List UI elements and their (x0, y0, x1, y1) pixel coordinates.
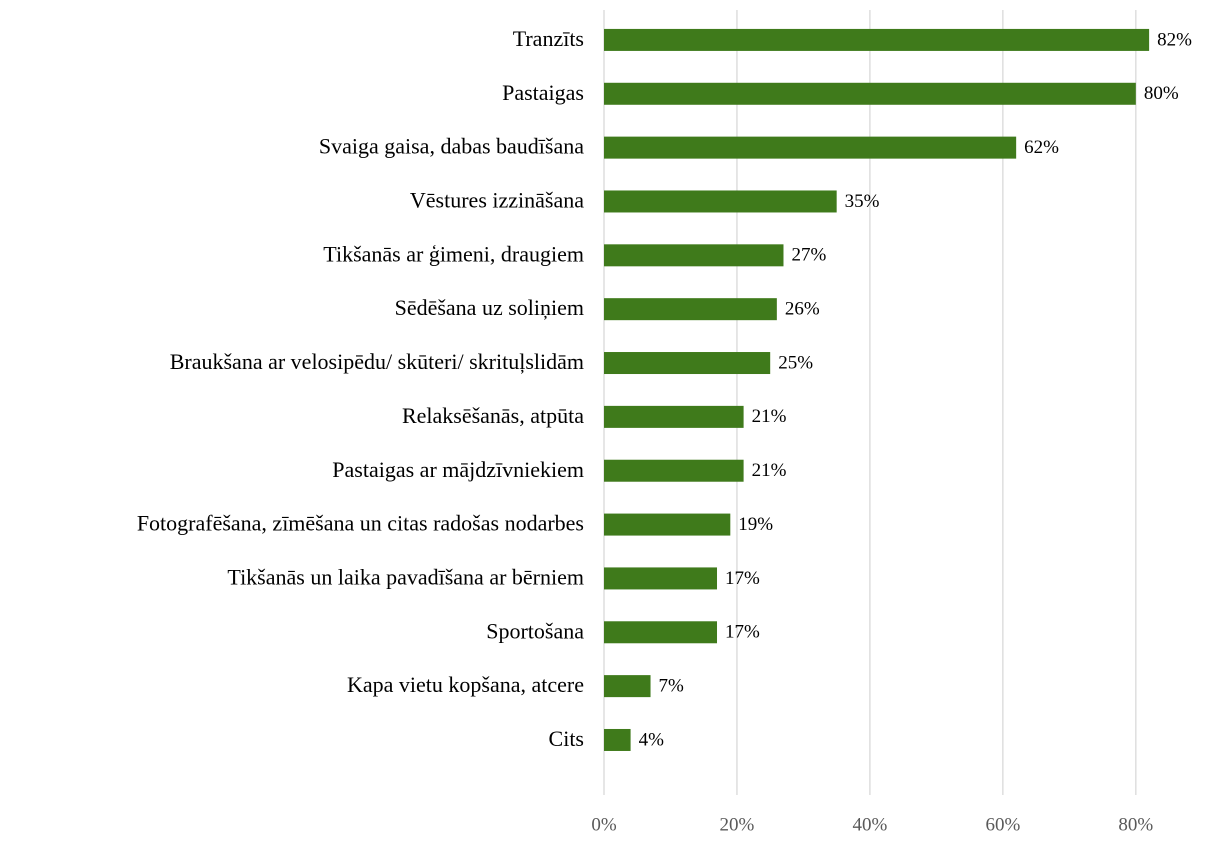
bar (604, 621, 718, 644)
x-tick-label: 40% (852, 814, 887, 835)
category-label: Braukšana ar velosipēdu/ skūteri/ skritu… (170, 349, 584, 374)
category-label: Pastaigas ar mājdzīvniekiem (332, 457, 584, 482)
value-label: 35% (845, 191, 880, 212)
value-label: 21% (752, 406, 787, 427)
value-label: 17% (725, 622, 760, 643)
bar (604, 28, 1150, 51)
x-tick-label: 20% (720, 814, 755, 835)
x-tick-label: 80% (1118, 814, 1153, 835)
bar (604, 728, 631, 751)
x-tick-label: 60% (985, 814, 1020, 835)
value-label: 4% (639, 729, 665, 750)
value-label: 82% (1157, 29, 1192, 50)
value-label: 17% (725, 568, 760, 589)
x-tick-label: 0% (591, 814, 617, 835)
value-label: 26% (785, 299, 820, 320)
bar (604, 567, 718, 590)
category-label: Vēstures izzināšana (410, 188, 584, 213)
value-label: 25% (778, 352, 813, 373)
category-label: Sēdēšana uz soliņiem (395, 295, 584, 320)
value-label: 80% (1144, 83, 1179, 104)
category-label: Tikšanās un laika pavadīšana ar bērniem (227, 564, 584, 589)
bar (604, 190, 837, 213)
bar (604, 513, 731, 536)
value-label: 62% (1024, 137, 1059, 158)
category-label: Cits (549, 726, 584, 751)
category-label: Tikšanās ar ģimeni, draugiem (323, 241, 584, 266)
category-label: Tranzīts (513, 26, 584, 51)
category-label: Fotografēšana, zīmēšana un citas radošas… (137, 511, 584, 536)
bar (604, 244, 784, 267)
category-label: Relaksēšanās, atpūta (402, 403, 584, 428)
bar (604, 82, 1136, 105)
value-label: 27% (791, 245, 826, 266)
value-label: 21% (752, 460, 787, 481)
bar (604, 352, 771, 375)
category-label: Sportošana (486, 618, 584, 643)
value-label: 7% (659, 675, 685, 696)
bar (604, 405, 744, 428)
bar (604, 675, 651, 698)
bar (604, 136, 1017, 159)
category-label: Pastaigas (502, 80, 584, 105)
category-label: Kapa vietu kopšana, atcere (347, 672, 584, 697)
category-label: Svaiga gaisa, dabas baudīšana (319, 134, 584, 159)
value-label: 19% (738, 514, 773, 535)
bar (604, 298, 777, 321)
bar (604, 459, 744, 482)
